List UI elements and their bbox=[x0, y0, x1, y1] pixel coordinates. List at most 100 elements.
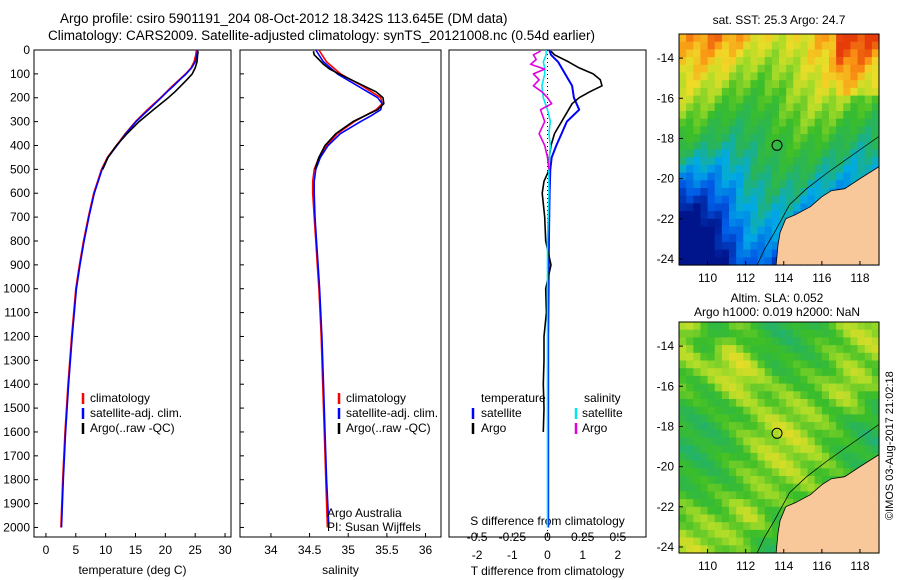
sst-field-cell bbox=[686, 72, 694, 81]
sst-field-cell bbox=[850, 157, 859, 166]
sst-field-cell bbox=[800, 188, 809, 197]
sst-field-cell bbox=[814, 103, 823, 112]
sla-field-cell bbox=[829, 375, 837, 385]
sla-field-cell bbox=[814, 399, 823, 408]
sla-field-cell bbox=[836, 329, 844, 338]
sla-field-cell bbox=[700, 499, 709, 508]
sla-field-cell bbox=[814, 406, 823, 415]
sst-field-cell bbox=[707, 111, 716, 120]
sst-field-cell bbox=[786, 188, 794, 197]
sst-field-cell bbox=[707, 41, 716, 50]
sst-field-cell bbox=[793, 95, 802, 104]
sst-field-cell bbox=[829, 64, 837, 74]
sla-field-cell bbox=[693, 499, 702, 508]
sla-field-cell bbox=[743, 499, 752, 508]
sst-field-cell bbox=[850, 164, 859, 174]
sla-field-cell bbox=[707, 537, 716, 546]
sst-field-cell bbox=[700, 41, 709, 50]
sla-field-cell bbox=[871, 345, 880, 354]
sla-field-cell bbox=[829, 406, 837, 415]
sst-field-cell bbox=[700, 180, 709, 189]
sla-field-cell bbox=[871, 375, 880, 385]
sla-field-cell bbox=[779, 414, 787, 423]
sst-field-cell bbox=[771, 87, 780, 97]
depth-tick-label: 1500 bbox=[3, 401, 30, 415]
sst-field-cell bbox=[743, 118, 752, 127]
sst-field-cell bbox=[700, 211, 709, 220]
sla-field-cell bbox=[757, 491, 766, 500]
sst-field-cell bbox=[679, 72, 687, 81]
sla-field-cell bbox=[693, 537, 702, 546]
sst-field-cell bbox=[686, 211, 694, 220]
sla-field-cell bbox=[750, 352, 759, 362]
sla-field-cell bbox=[757, 368, 766, 377]
salinity-series-line-2 bbox=[312, 51, 385, 170]
sla-field-cell bbox=[721, 429, 730, 439]
sla-field-cell bbox=[814, 429, 823, 439]
sst-field-cell bbox=[700, 195, 709, 204]
sla-field-cell bbox=[836, 468, 844, 477]
sst-field-cell bbox=[686, 34, 694, 43]
sla-field-cell bbox=[821, 406, 830, 415]
sst-field-cell bbox=[743, 103, 752, 112]
sst-field-cell bbox=[729, 257, 737, 266]
sla-field-cell bbox=[736, 383, 744, 392]
sla-field-cell bbox=[771, 483, 780, 492]
sst-field-cell bbox=[864, 49, 873, 58]
sla-field-cell bbox=[707, 406, 716, 415]
sla-field-cell bbox=[807, 375, 816, 385]
sla-field-cell bbox=[771, 414, 780, 423]
figure-title-line-1: Argo profile: csiro 5901191_204 08-Oct-2… bbox=[60, 11, 508, 26]
sst-field-cell bbox=[843, 87, 852, 97]
sst-field-cell bbox=[757, 141, 766, 151]
sla-field-cell bbox=[850, 322, 859, 331]
sla-field-cell bbox=[686, 437, 694, 446]
sst-field-cell bbox=[743, 41, 752, 50]
sla-field-cell bbox=[771, 468, 780, 477]
sst-field-cell bbox=[857, 172, 866, 181]
sla-field-cell bbox=[857, 368, 866, 377]
sst-field-cell bbox=[800, 57, 809, 66]
sla-field-cell bbox=[750, 460, 759, 469]
sst-field-cell bbox=[864, 149, 873, 158]
sst-field-cell bbox=[800, 157, 809, 166]
sst-field-cell bbox=[743, 211, 752, 220]
sst-field-cell bbox=[729, 172, 737, 181]
sst-field-cell bbox=[821, 49, 830, 58]
sla-field-cell bbox=[764, 468, 773, 477]
sst-field-cell bbox=[857, 149, 866, 158]
salinity-legend-entry: satellite-adj. clim. bbox=[346, 406, 438, 420]
sla-field-cell bbox=[836, 460, 844, 469]
sst-field-cell bbox=[779, 111, 787, 120]
sst-field-cell bbox=[729, 111, 737, 120]
sst-field-cell bbox=[714, 149, 723, 158]
depth-tick-label: 100 bbox=[10, 67, 30, 81]
sst-field-cell bbox=[779, 195, 787, 204]
sst-field-cell bbox=[679, 80, 687, 89]
copyright-stamp: ©IMOS 03-Aug-2017 21:02:18 bbox=[884, 371, 896, 520]
sla-field-cell bbox=[721, 422, 730, 431]
sst-field-cell bbox=[714, 111, 723, 120]
sla-field-cell bbox=[700, 483, 709, 492]
depth-tick-label: 1200 bbox=[3, 329, 30, 343]
sst-field-cell bbox=[679, 218, 687, 228]
sla-field-cell bbox=[750, 537, 759, 546]
sst-field-cell bbox=[757, 257, 766, 266]
sst-field-cell bbox=[750, 157, 759, 166]
sst-field-cell bbox=[707, 195, 716, 204]
sla-field-cell bbox=[771, 460, 780, 469]
sla-field-cell bbox=[764, 322, 773, 331]
sst-field-cell bbox=[793, 118, 802, 127]
sst-field-cell bbox=[764, 72, 773, 81]
sst-field-cell bbox=[821, 95, 830, 104]
sla-field-cell bbox=[757, 399, 766, 408]
sst-field-cell bbox=[714, 41, 723, 50]
difference-legend-title-temperature: temperature bbox=[481, 391, 546, 405]
sla-field-cell bbox=[700, 468, 709, 477]
sla-field-cell bbox=[686, 322, 694, 331]
sst-field-cell bbox=[821, 41, 830, 50]
sst-field-cell bbox=[693, 157, 702, 166]
sla-field-cell bbox=[686, 537, 694, 546]
sst-field-cell bbox=[843, 164, 852, 174]
sla-field-cell bbox=[800, 391, 809, 400]
